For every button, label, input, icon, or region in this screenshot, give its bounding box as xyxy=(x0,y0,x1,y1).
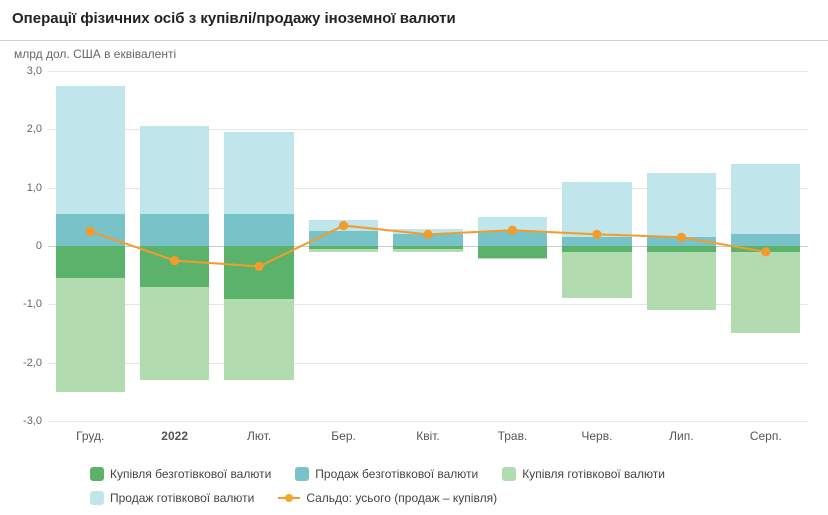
legend-swatch xyxy=(90,491,104,505)
legend-swatch xyxy=(502,467,516,481)
chart-subtitle: млрд дол. США в еквіваленті xyxy=(14,47,176,61)
legend-label: Купівля готівкової валюти xyxy=(522,467,665,481)
balance-marker xyxy=(762,248,770,256)
xtick-label: Лип. xyxy=(669,429,693,443)
plot-area: 3,02,01,00-1,0-2,0-3,0Груд.2022Лют.Бер.К… xyxy=(48,71,808,421)
balance-marker xyxy=(86,227,94,235)
grid-line xyxy=(48,421,808,422)
legend: Купівля безготівкової валюти Продаж безго… xyxy=(90,465,798,507)
balance-marker xyxy=(677,233,685,241)
chart-container: Операції фізичних осіб з купівлі/продажу… xyxy=(0,0,828,515)
balance-marker xyxy=(340,222,348,230)
xtick-label: Квіт. xyxy=(416,429,440,443)
balance-marker xyxy=(424,230,432,238)
legend-item: Купівля безготівкової валюти xyxy=(90,467,271,481)
xtick-label: 2022 xyxy=(161,429,188,443)
xtick-label: Бер. xyxy=(331,429,356,443)
ytick-label: -3,0 xyxy=(8,415,42,427)
ytick-label: 3,0 xyxy=(8,65,42,77)
balance-marker xyxy=(171,257,179,265)
balance-marker xyxy=(255,262,263,270)
legend-swatch xyxy=(90,467,104,481)
legend-label: Сальдо: усього (продаж – купівля) xyxy=(306,491,497,505)
balance-marker xyxy=(593,230,601,238)
legend-swatch xyxy=(295,467,309,481)
ytick-label: 2,0 xyxy=(8,123,42,135)
legend-label: Продаж безготівкової валюти xyxy=(315,467,478,481)
legend-item: Продаж безготівкової валюти xyxy=(295,467,478,481)
xtick-label: Серп. xyxy=(750,429,782,443)
chart-title: Операції фізичних осіб з купівлі/продажу… xyxy=(0,0,828,27)
balance-marker xyxy=(508,226,516,234)
legend-item: Сальдо: усього (продаж – купівля) xyxy=(278,491,497,505)
xtick-label: Черв. xyxy=(581,429,612,443)
xtick-label: Груд. xyxy=(76,429,104,443)
ytick-label: -1,0 xyxy=(8,298,42,310)
legend-item: Купівля готівкової валюти xyxy=(502,467,665,481)
ytick-label: -2,0 xyxy=(8,357,42,369)
xtick-label: Трав. xyxy=(498,429,528,443)
legend-label: Купівля безготівкової валюти xyxy=(110,467,271,481)
legend-line-swatch xyxy=(278,497,300,499)
legend-item: Продаж готівкової валюти xyxy=(90,491,254,505)
xtick-label: Лют. xyxy=(247,429,271,443)
ytick-label: 1,0 xyxy=(8,182,42,194)
legend-label: Продаж готівкової валюти xyxy=(110,491,254,505)
balance-line-layer xyxy=(48,71,808,421)
ytick-label: 0 xyxy=(8,240,42,252)
chart-frame: млрд дол. США в еквіваленті 3,02,01,00-1… xyxy=(0,40,828,515)
